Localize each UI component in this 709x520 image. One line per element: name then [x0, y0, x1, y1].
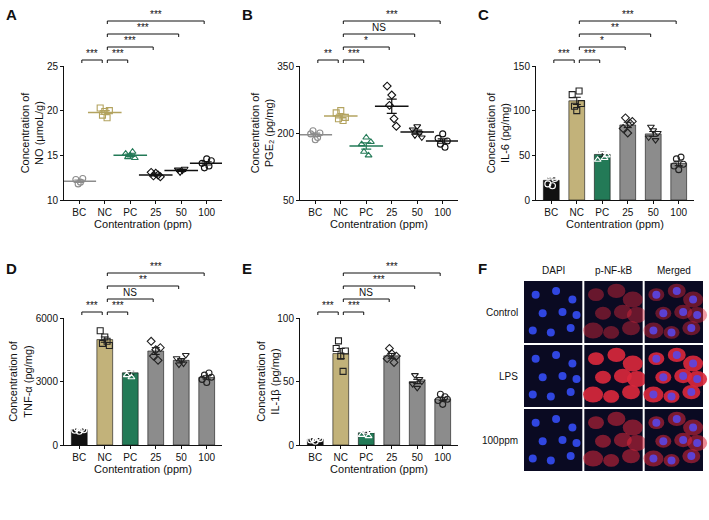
svg-text:Contentration (ppm): Contentration (ppm) [330, 463, 428, 475]
svg-text:***: *** [558, 48, 570, 59]
svg-text:Concentration ofIL-1β (pg/mg): Concentration ofIL-1β (pg/mg) [255, 340, 281, 422]
svg-text:***: *** [150, 261, 162, 272]
svg-text:NC: NC [98, 452, 112, 463]
svg-text:0: 0 [288, 440, 294, 451]
svg-text:*: * [364, 35, 368, 46]
svg-text:100: 100 [434, 452, 451, 463]
svg-text:PC: PC [359, 207, 373, 218]
svg-text:DAPI: DAPI [542, 265, 565, 276]
svg-text:150: 150 [513, 61, 530, 72]
svg-text:C: C [478, 6, 489, 23]
svg-text:Control: Control [486, 307, 518, 318]
svg-text:***: *** [584, 48, 596, 59]
svg-text:BC: BC [308, 207, 322, 218]
svg-text:D: D [6, 260, 17, 277]
svg-text:25: 25 [47, 61, 59, 72]
svg-text:50: 50 [283, 195, 295, 206]
svg-text:NC: NC [570, 207, 584, 218]
svg-text:***: *** [348, 300, 360, 311]
svg-text:BC: BC [544, 207, 558, 218]
svg-text:0: 0 [524, 195, 530, 206]
svg-text:NS: NS [123, 287, 137, 298]
svg-text:***: *** [112, 48, 124, 59]
svg-text:***: *** [386, 9, 398, 20]
svg-text:6000: 6000 [36, 313, 59, 324]
svg-text:50: 50 [412, 207, 424, 218]
svg-text:20: 20 [47, 105, 59, 116]
svg-text:NC: NC [334, 452, 348, 463]
svg-text:***: *** [124, 35, 136, 46]
svg-text:Contentration (ppm): Contentration (ppm) [94, 463, 192, 475]
svg-text:PC: PC [123, 207, 137, 218]
svg-text:50: 50 [176, 452, 188, 463]
svg-text:50: 50 [648, 207, 660, 218]
svg-text:0: 0 [52, 440, 58, 451]
svg-text:100: 100 [513, 105, 530, 116]
svg-text:25: 25 [150, 452, 162, 463]
svg-text:100: 100 [198, 207, 215, 218]
svg-text:***: *** [137, 22, 149, 33]
svg-text:NS: NS [372, 22, 386, 33]
svg-text:100: 100 [670, 207, 687, 218]
svg-text:Merged: Merged [657, 265, 691, 276]
svg-text:p-NF-kB: p-NF-kB [595, 265, 633, 276]
svg-text:F: F [478, 260, 487, 277]
svg-text:LPS: LPS [499, 371, 518, 382]
svg-text:100: 100 [434, 207, 451, 218]
svg-text:**: ** [324, 48, 332, 59]
svg-text:3000: 3000 [36, 376, 59, 387]
svg-text:***: *** [150, 9, 162, 20]
svg-text:Contentration (ppm): Contentration (ppm) [330, 218, 428, 230]
svg-text:Contentration (ppm): Contentration (ppm) [566, 218, 664, 230]
svg-text:NC: NC [98, 207, 112, 218]
svg-text:***: *** [112, 300, 124, 311]
svg-text:100ppm: 100ppm [482, 435, 518, 446]
svg-text:NC: NC [334, 207, 348, 218]
svg-text:100: 100 [198, 452, 215, 463]
svg-text:50: 50 [519, 150, 531, 161]
svg-text:10: 10 [47, 195, 59, 206]
svg-text:Concentration ofNO (μmoL/g): Concentration ofNO (μmoL/g) [19, 92, 45, 174]
svg-text:NS: NS [359, 287, 373, 298]
svg-text:***: *** [373, 274, 385, 285]
svg-text:Contentration (ppm): Contentration (ppm) [94, 218, 192, 230]
svg-text:**: ** [611, 22, 619, 33]
svg-text:B: B [242, 6, 253, 23]
svg-text:Concentration ofIL-6 (pg/mg): Concentration ofIL-6 (pg/mg) [485, 92, 511, 174]
svg-text:25: 25 [622, 207, 634, 218]
svg-text:A: A [6, 6, 17, 23]
svg-text:200: 200 [277, 128, 294, 139]
svg-text:50: 50 [283, 376, 295, 387]
svg-text:***: *** [386, 261, 398, 272]
svg-text:350: 350 [277, 61, 294, 72]
svg-text:*: * [600, 35, 604, 46]
svg-text:***: *** [622, 9, 634, 20]
svg-text:50: 50 [176, 207, 188, 218]
svg-text:100: 100 [277, 313, 294, 324]
svg-text:E: E [242, 260, 252, 277]
svg-text:Concentration ofPGE₂ (pg/mg): Concentration ofPGE₂ (pg/mg) [249, 92, 275, 174]
svg-text:25: 25 [150, 207, 162, 218]
svg-text:50: 50 [412, 452, 424, 463]
svg-text:BC: BC [308, 452, 322, 463]
svg-text:BC: BC [72, 207, 86, 218]
svg-text:15: 15 [47, 150, 59, 161]
svg-text:Concentration ofTNF-α (pg/mg): Concentration ofTNF-α (pg/mg) [7, 340, 33, 422]
svg-text:PC: PC [123, 452, 137, 463]
svg-text:PC: PC [359, 452, 373, 463]
svg-text:BC: BC [72, 452, 86, 463]
svg-text:25: 25 [386, 207, 398, 218]
svg-text:PC: PC [595, 207, 609, 218]
svg-text:***: *** [86, 48, 98, 59]
svg-text:***: *** [322, 300, 334, 311]
svg-text:25: 25 [386, 452, 398, 463]
svg-text:***: *** [86, 300, 98, 311]
svg-text:***: *** [348, 48, 360, 59]
svg-text:**: ** [139, 274, 147, 285]
